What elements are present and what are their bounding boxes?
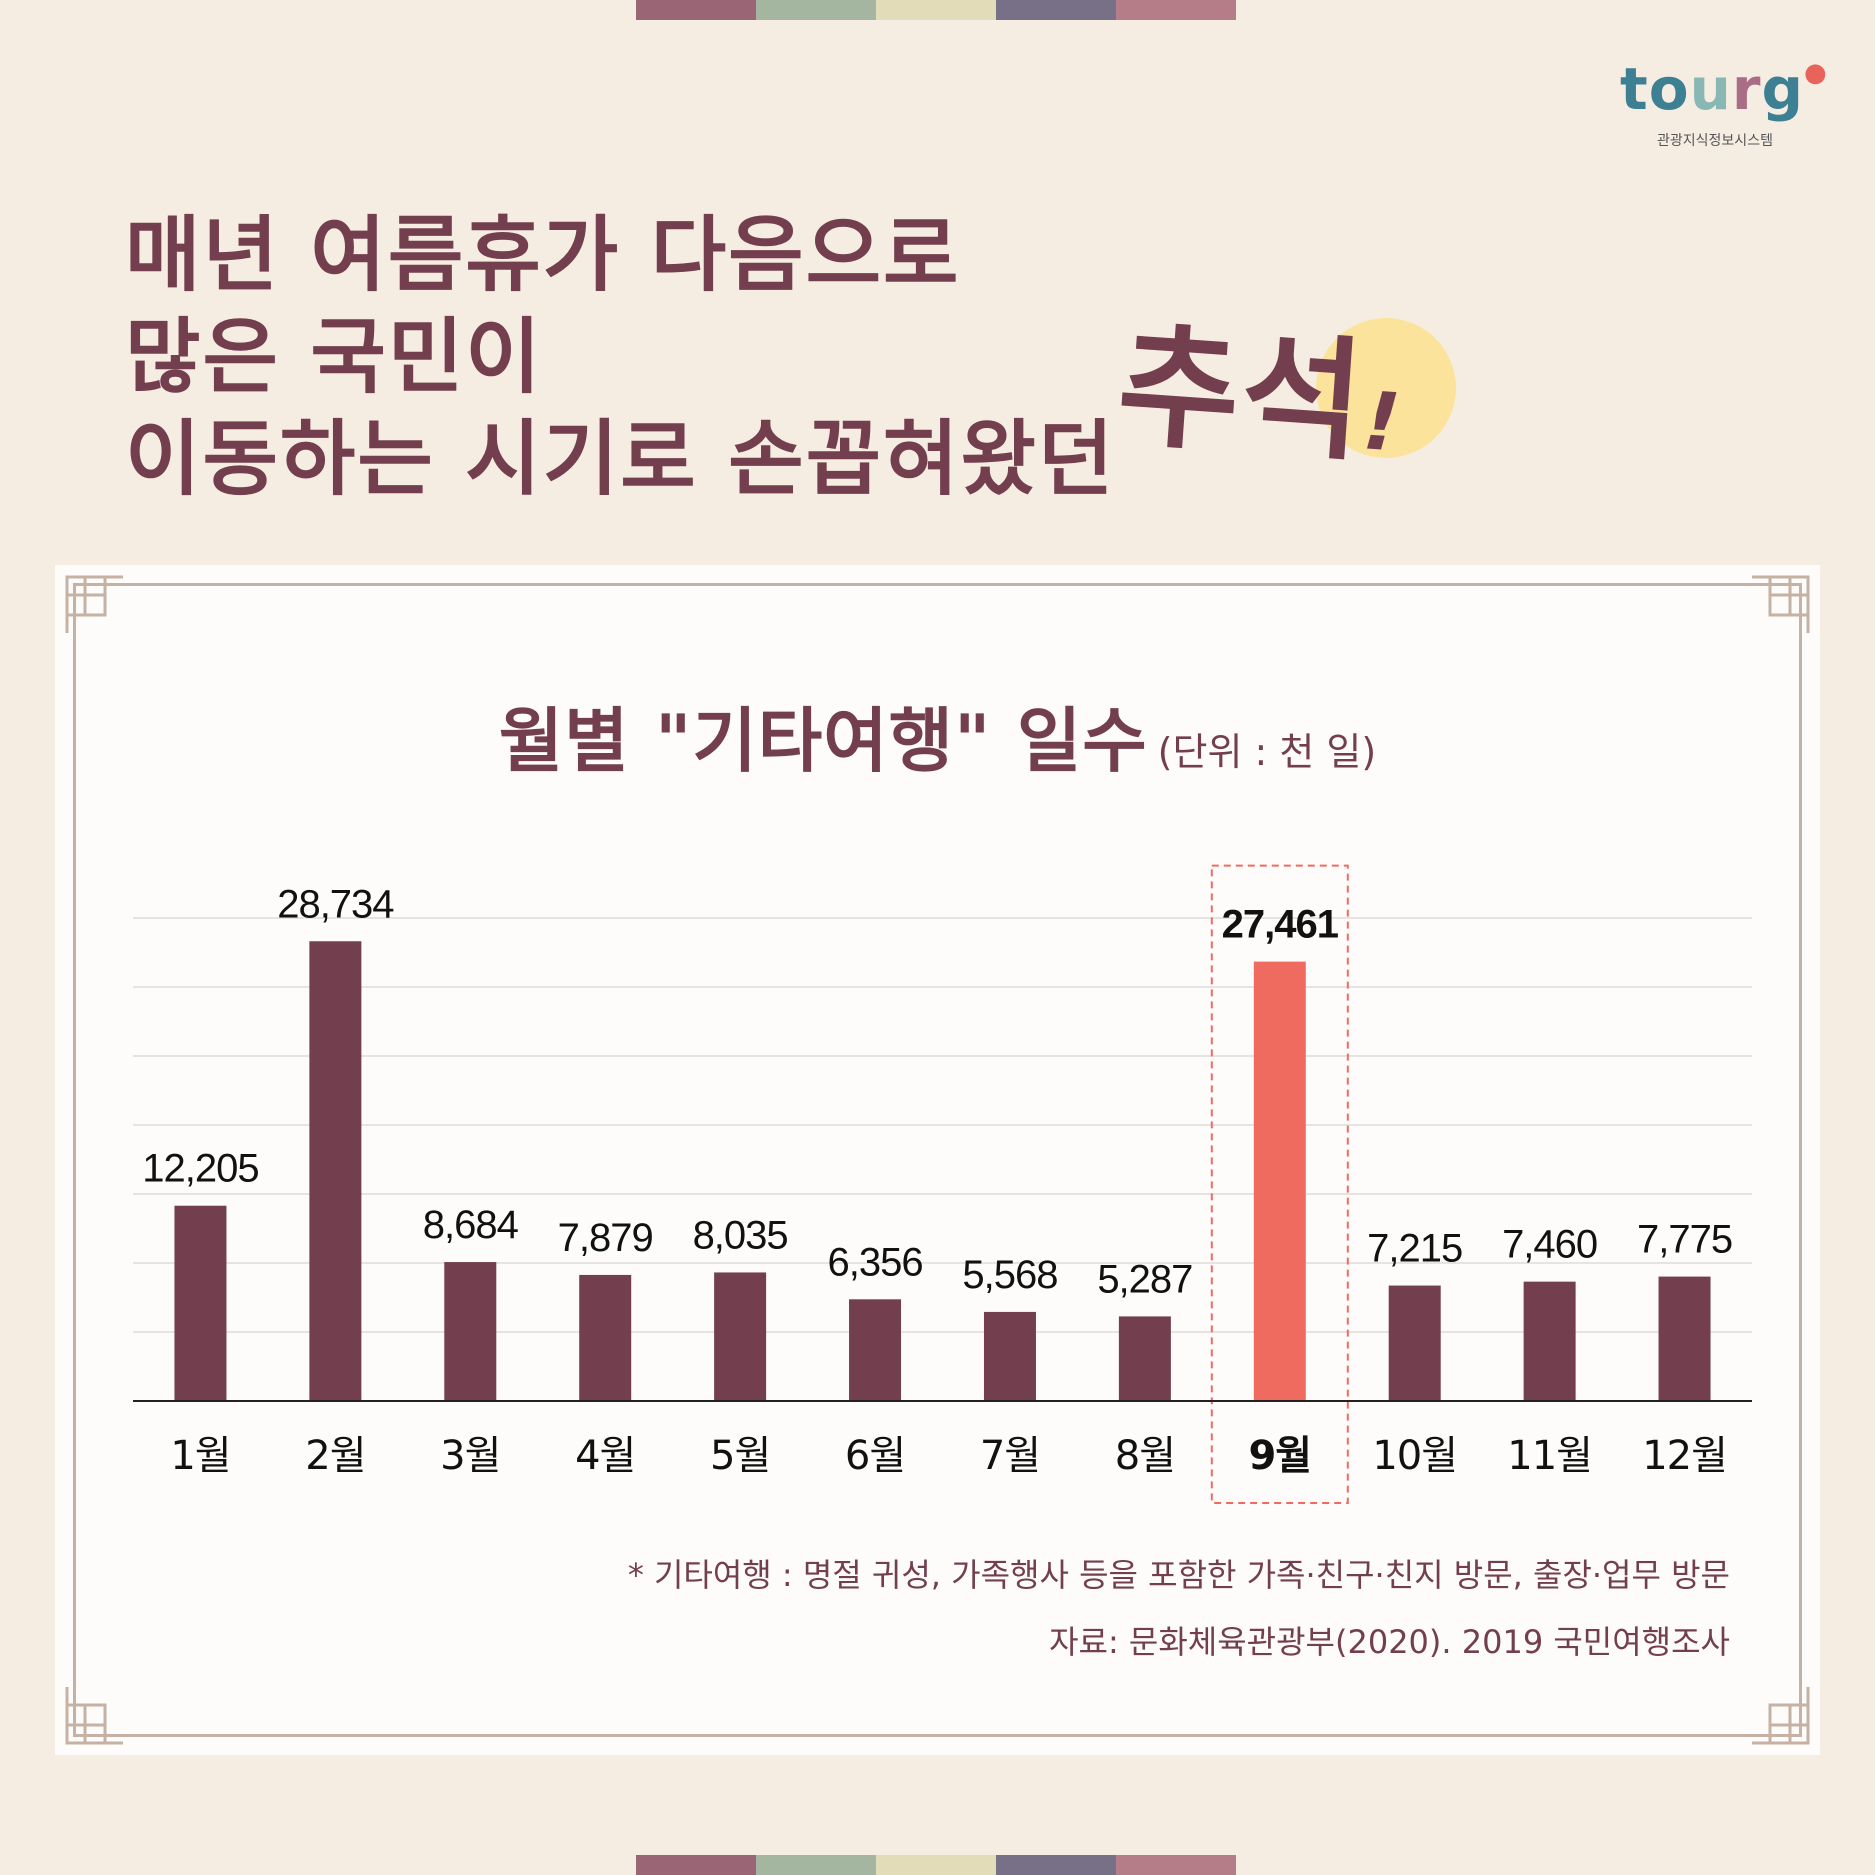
value-label: 28,734 — [277, 882, 394, 926]
category-label: 5월 — [710, 1433, 770, 1479]
headline-line-2: 많은 국민이 — [125, 310, 543, 405]
bar-10월 — [1388, 1285, 1441, 1401]
bar-9월 — [1253, 961, 1306, 1401]
category-label: 1월 — [170, 1433, 230, 1479]
corner-ornament-icon — [65, 575, 123, 633]
category-label: 12월 — [1642, 1433, 1727, 1479]
category-label: 8월 — [1115, 1433, 1175, 1479]
bar-chart: 12,205 1월 28,734 2월 8,684 3월 7,879 4월 8,035 5월 6,3… — [133, 864, 1752, 1504]
chart-title: 월별 "기타여행" 일수 (단위 : 천 일) — [55, 685, 1820, 786]
value-label: 8,684 — [423, 1203, 519, 1247]
value-label: 7,215 — [1367, 1227, 1462, 1271]
stripe-segment-5 — [1116, 0, 1236, 20]
bar-8월 — [1118, 1316, 1171, 1401]
bar-7월 — [983, 1311, 1036, 1401]
category-label: 11월 — [1507, 1433, 1592, 1479]
category-label: 4월 — [575, 1433, 635, 1479]
bar-12월 — [1658, 1276, 1711, 1401]
headline: 매년 여름휴가 다음으로 많은 국민이 이동하는 시기로 손꼽혀왔던 — [125, 205, 1115, 511]
logo-letter-u: u — [1689, 55, 1732, 123]
headline-line-1: 매년 여름휴가 다음으로 — [125, 208, 961, 303]
category-label: 2월 — [305, 1433, 365, 1479]
bar-4월 — [579, 1274, 632, 1401]
value-label: 6,356 — [827, 1240, 922, 1284]
corner-ornament-icon — [65, 1687, 123, 1745]
value-label: 27,461 — [1222, 903, 1339, 947]
tourgo-logo: tourg● 관광지식정보시스템 — [1620, 60, 1827, 150]
bar-1월 — [174, 1205, 227, 1401]
value-label: 12,205 — [142, 1147, 258, 1191]
chart-unit: (단위 : 천 일) — [1157, 730, 1377, 774]
corner-ornament-icon — [1752, 575, 1810, 633]
chart-panel: 월별 "기타여행" 일수 (단위 : 천 일) 12,205 1월 28,734 2월 8… — [55, 565, 1820, 1755]
logo-letters-to: to — [1620, 55, 1690, 123]
category-label: 10월 — [1372, 1433, 1457, 1479]
source-note: 자료: 문화체육관광부(2020). 2019 국민여행조사 — [1049, 1623, 1730, 1661]
category-label: 3월 — [440, 1433, 500, 1479]
logo-letter-g: g — [1761, 55, 1805, 123]
stripe-segment-2 — [756, 1855, 876, 1875]
value-label: 7,775 — [1637, 1218, 1732, 1262]
stripe-segment-3 — [876, 0, 996, 20]
bar-5월 — [714, 1272, 767, 1401]
bar-6월 — [849, 1299, 902, 1401]
moon-icon — [1316, 318, 1456, 458]
value-label: 7,460 — [1502, 1223, 1597, 1267]
footnote: * 기타여행 : 명절 귀성, 가족행사 등을 포함한 가족·친구·친지 방문,… — [627, 1556, 1730, 1594]
bottom-color-stripe — [636, 1855, 1236, 1875]
stripe-segment-4 — [996, 1855, 1116, 1875]
headline-line-3: 이동하는 시기로 손꼽혀왔던 — [125, 412, 1116, 507]
chuseok-emphasis: 추석! — [1113, 309, 1408, 480]
logo-caption: 관광지식정보시스템 — [1657, 133, 1773, 149]
exclamation-mark: ! — [1360, 374, 1406, 470]
bar-2월 — [309, 941, 362, 1401]
stripe-segment-5 — [1116, 1855, 1236, 1875]
stripe-segment-1 — [636, 1855, 756, 1875]
value-label: 5,568 — [962, 1253, 1057, 1297]
category-label: 7월 — [980, 1433, 1040, 1479]
chuseok-text: 추석 — [1112, 309, 1371, 481]
logo-letter-r: r — [1731, 55, 1762, 123]
decorative-frame — [73, 583, 1802, 1737]
location-pin-icon: ● — [1804, 58, 1828, 88]
top-color-stripe — [636, 0, 1236, 20]
chart-title-main: 월별 "기타여행" 일수 — [498, 700, 1148, 782]
bar-11월 — [1523, 1281, 1576, 1401]
value-label: 5,287 — [1097, 1257, 1192, 1301]
bar-3월 — [444, 1262, 497, 1401]
stripe-segment-4 — [996, 0, 1116, 20]
stripe-segment-1 — [636, 0, 756, 20]
highlight-box — [1210, 864, 1349, 1504]
corner-ornament-icon — [1752, 1687, 1810, 1745]
stripe-segment-2 — [756, 0, 876, 20]
value-label: 7,879 — [558, 1216, 653, 1260]
category-label: 6월 — [845, 1433, 905, 1479]
category-label: 9월 — [1248, 1433, 1311, 1479]
stripe-segment-3 — [876, 1855, 996, 1875]
logo-wordmark: tourg● — [1620, 60, 1827, 118]
value-label: 8,035 — [693, 1213, 788, 1257]
